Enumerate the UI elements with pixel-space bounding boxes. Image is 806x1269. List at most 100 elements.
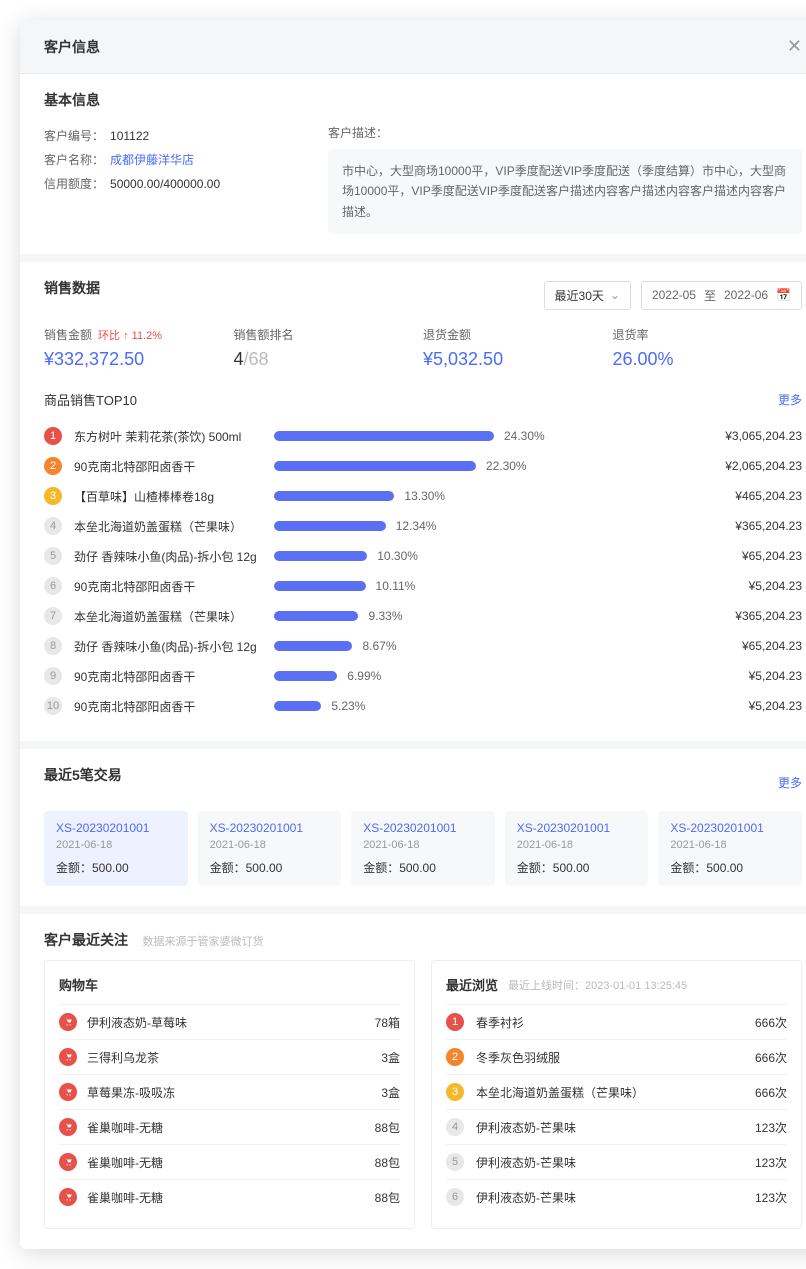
percent: 10.11%: [376, 579, 416, 593]
metric-label: 退货金额: [423, 326, 613, 343]
rank-badge: 2: [44, 457, 62, 475]
transaction-date: 2021-06-18: [363, 839, 483, 851]
metric-value: ¥5,032.50: [423, 349, 613, 370]
rank-badge: 10: [44, 697, 62, 715]
bar: [274, 431, 494, 441]
customer-description: 市中心，大型商场10000平，VIP季度配送VIP季度配送（季度结算）市中心，大…: [328, 149, 802, 234]
percent: 9.33%: [368, 609, 402, 623]
rank-badge: 8: [44, 637, 62, 655]
amount: ¥65,204.23: [692, 549, 802, 563]
bar-wrap: 9.33%: [274, 609, 692, 623]
transaction-card[interactable]: XS-20230201001 2021-06-18 金额：500.00: [658, 811, 802, 886]
more-link[interactable]: 更多: [778, 774, 802, 791]
bar: [274, 641, 352, 651]
bar: [274, 701, 321, 711]
product-name: 劲仔 香辣味小鱼(肉品)-拆小包 12g: [74, 548, 274, 565]
customer-name-link[interactable]: 成都伊藤洋华店: [110, 148, 194, 172]
rank-badge: 7: [44, 607, 62, 625]
item-name: 伊利液态奶-草莓味: [87, 1014, 375, 1031]
change-value: 11.2%: [132, 330, 162, 342]
item-qty: 123次: [755, 1154, 787, 1171]
bar: [274, 581, 366, 591]
transaction-card[interactable]: XS-20230201001 2021-06-18 金额：500.00: [505, 811, 649, 886]
rank-badge: 4: [446, 1118, 464, 1136]
top10-title: 商品销售TOP10: [44, 390, 137, 409]
section-title: 最近5笔交易: [44, 765, 122, 785]
amount: ¥365,204.23: [692, 609, 802, 623]
top10-row: 690克南北特邵阳卤香干10.11%¥5,204.23: [44, 571, 802, 601]
rank-badge: 1: [446, 1013, 464, 1031]
calendar-icon: 📅: [776, 288, 791, 302]
customer-id: 101122: [110, 124, 149, 148]
bar-wrap: 8.67%: [274, 639, 692, 653]
item-name: 雀巢咖啡-无糖: [87, 1189, 375, 1206]
top10-row: 1090克南北特邵阳卤香干5.23%¥5,204.23: [44, 691, 802, 721]
cart-panel: 购物车 伊利液态奶-草莓味78箱三得利乌龙茶3盒草莓果冻-吸吸冻3盒雀巢咖啡-无…: [44, 960, 415, 1229]
cart-icon: [59, 1153, 77, 1171]
credit-limit: 50000.00/400000.00: [110, 172, 220, 196]
cart-list: 伊利液态奶-草莓味78箱三得利乌龙茶3盒草莓果冻-吸吸冻3盒雀巢咖啡-无糖88包…: [59, 1004, 400, 1214]
product-name: 90克南北特邵阳卤香干: [74, 458, 274, 475]
amount: ¥5,204.23: [692, 579, 802, 593]
attention-section: 客户最近关注 数据来源于管家婆微订货 购物车 伊利液态奶-草莓味78箱三得利乌龙…: [20, 914, 806, 1249]
metric-label: 退货率: [613, 326, 803, 343]
item-name: 三得利乌龙茶: [87, 1049, 381, 1066]
percent: 24.30%: [504, 429, 545, 443]
cart-icon: [59, 1083, 77, 1101]
item-name: 伊利液态奶-芒果味: [476, 1119, 755, 1136]
browse-item: 1春季衬衫666次: [446, 1004, 787, 1039]
rank-badge: 3: [44, 487, 62, 505]
transaction-card[interactable]: XS-202302010012021-06-18金额：500.00: [351, 811, 495, 886]
product-name: 【百草味】山楂棒棒卷18g: [74, 488, 274, 505]
product-name: 本垒北海道奶盖蛋糕（芒果味）: [74, 518, 274, 535]
rank-badge: 1: [44, 427, 62, 445]
item-qty: 88包: [375, 1119, 400, 1136]
more-link[interactable]: 更多: [778, 391, 802, 408]
last-online-time: 2023-01-01 13:25:45: [585, 980, 687, 992]
cart-icon: [59, 1118, 77, 1136]
bar: [274, 611, 358, 621]
amount: ¥365,204.23: [692, 519, 802, 533]
product-name: 劲仔 香辣味小鱼(肉品)-拆小包 12g: [74, 638, 274, 655]
amount: ¥3,065,204.23: [692, 429, 802, 443]
metric-rank: 销售额排名 4/68: [234, 326, 424, 370]
browse-item: 6伊利液态奶-芒果味123次: [446, 1179, 787, 1214]
bar: [274, 491, 394, 501]
transaction-amount: 金额：500.00: [363, 859, 483, 876]
period-select[interactable]: 最近30天 ⌄: [544, 281, 631, 310]
product-name: 90克南北特邵阳卤香干: [74, 578, 274, 595]
item-name: 冬季灰色羽绒服: [476, 1049, 755, 1066]
panel-title: 购物车: [59, 975, 98, 994]
item-qty: 123次: [755, 1119, 787, 1136]
bar: [274, 671, 337, 681]
close-icon[interactable]: ✕: [787, 36, 802, 57]
transaction-id: XS-20230201001: [517, 821, 637, 835]
item-qty: 666次: [755, 1014, 787, 1031]
transaction-date: 2021-06-18: [517, 839, 637, 851]
cart-item: 三得利乌龙茶3盒: [59, 1039, 400, 1074]
transaction-card[interactable]: XS-202302010012021-06-18金额：500.00: [44, 811, 188, 886]
top10-row: 5劲仔 香辣味小鱼(肉品)-拆小包 12g10.30%¥65,204.23: [44, 541, 802, 571]
date-range-picker[interactable]: 2022-05 至 2022-06 📅: [641, 281, 802, 310]
customer-info-modal: 客户信息 ✕ 基本信息 客户编号：101122 客户名称：成都伊藤洋华店 信用额…: [20, 20, 806, 1249]
transaction-date: 2021-06-18: [670, 839, 790, 851]
data-source-hint: 数据来源于管家婆微订货: [142, 936, 263, 948]
percent: 5.23%: [331, 699, 365, 713]
cart-icon: [59, 1188, 77, 1206]
metric-value: 26.00%: [613, 349, 803, 370]
rank-total: /68: [244, 349, 269, 369]
top10-row: 290克南北特邵阳卤香干22.30%¥2,065,204.23: [44, 451, 802, 481]
transaction-card[interactable]: XS-202302010012021-06-18金额：500.00: [198, 811, 342, 886]
date-to: 2022-06: [724, 288, 768, 302]
amount: ¥5,204.23: [692, 699, 802, 713]
item-qty: 123次: [755, 1189, 787, 1206]
transaction-amount: 金额：500.00: [210, 859, 330, 876]
item-qty: 3盒: [381, 1084, 400, 1101]
transaction-amount: 金额：500.00: [517, 859, 637, 876]
amount: ¥2,065,204.23: [692, 459, 802, 473]
item-qty: 666次: [755, 1084, 787, 1101]
transaction-amount: 金额：500.00: [670, 859, 790, 876]
item-qty: 3盒: [381, 1049, 400, 1066]
transaction-id: XS-20230201001: [670, 821, 790, 835]
bar: [274, 521, 386, 531]
